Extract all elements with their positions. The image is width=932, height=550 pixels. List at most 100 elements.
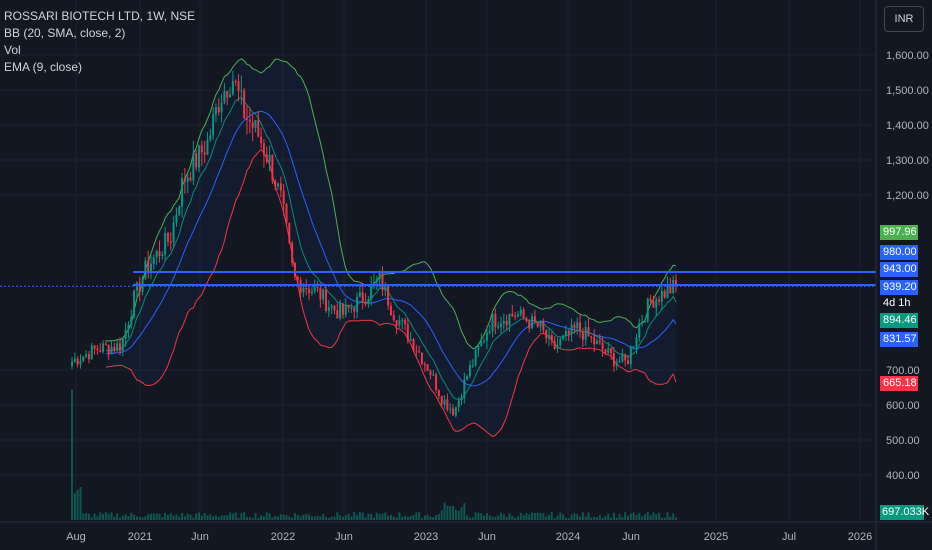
legend-symbol[interactable]: ROSSARI BIOTECH LTD, 1W, NSE <box>4 9 196 23</box>
volume-bar <box>116 513 119 520</box>
candle-body <box>254 120 257 128</box>
candle-body <box>576 322 579 329</box>
volume-bar <box>576 514 579 520</box>
candle-body <box>116 343 119 351</box>
volume-bar <box>392 516 395 520</box>
candle-body <box>76 358 79 365</box>
candle-body <box>457 400 460 408</box>
volume-bar <box>248 517 251 520</box>
volume-bar <box>556 515 559 520</box>
volume-bar <box>158 513 161 520</box>
candle-body <box>113 346 116 351</box>
bb-basis-tag: 831.57 <box>880 332 918 347</box>
bollinger-band-fill <box>105 58 676 437</box>
legend-bb[interactable]: BB (20, SMA, close, 2) <box>4 26 126 40</box>
candle-body <box>483 340 486 342</box>
volume-bar <box>494 516 497 520</box>
candle-body <box>420 352 423 364</box>
x-tick-label: Aug <box>66 531 86 543</box>
volume-bar <box>344 515 347 520</box>
volume-bar <box>646 512 649 520</box>
horizontal-lines[interactable] <box>0 271 876 287</box>
volume-bar <box>514 517 517 520</box>
candle-body <box>147 260 150 273</box>
volume-bar <box>429 516 432 520</box>
volume-bar <box>437 514 440 520</box>
volume-bar <box>107 513 110 520</box>
volume-bar <box>319 516 322 520</box>
volume-bar <box>339 515 342 520</box>
candle-body <box>500 323 502 327</box>
volume-bar <box>440 510 443 520</box>
volume-bar <box>217 516 220 520</box>
volume-bar <box>516 516 519 520</box>
volume-bar <box>550 512 553 520</box>
candle-body <box>610 348 613 354</box>
volume-bar <box>322 514 325 520</box>
candle-body <box>508 313 511 326</box>
candle-body <box>209 135 212 140</box>
volume-bar <box>87 513 90 520</box>
volume-bar <box>401 516 404 520</box>
candle-body <box>291 242 294 264</box>
volume-bar <box>666 512 669 520</box>
candle-body <box>344 305 347 315</box>
candle-body <box>511 313 514 317</box>
bb-lower-tag: 665.18 <box>880 376 918 391</box>
volume-bar <box>110 512 113 520</box>
volume-bar <box>251 517 254 520</box>
legend-vol[interactable]: Vol <box>4 43 21 57</box>
candle-body <box>200 145 203 153</box>
volume-bar <box>627 515 630 520</box>
candle-body <box>316 287 319 289</box>
volume-bar <box>587 512 590 520</box>
volume-bar <box>573 513 576 520</box>
candle-body <box>198 145 200 168</box>
candle-body <box>536 322 539 327</box>
volume-bar <box>658 512 661 520</box>
volume-bar <box>73 493 76 520</box>
currency-button[interactable]: INR <box>884 6 924 32</box>
candle-body <box>107 345 110 355</box>
volume-bar <box>144 516 147 520</box>
bollinger-lower-line <box>105 148 677 437</box>
candle-body <box>618 361 621 363</box>
volume-bar <box>446 505 449 520</box>
volume-bar <box>593 516 596 520</box>
volume-bar <box>288 516 291 520</box>
legend-ema[interactable]: EMA (9, close) <box>4 60 83 74</box>
volume-bar <box>601 517 604 520</box>
volume-bar <box>607 513 610 520</box>
price-axis[interactable]: 1,600.00 1,500.00 1,400.00 1,300.00 1,200.00… <box>875 0 929 550</box>
candle-body <box>652 301 655 308</box>
candle-body <box>553 341 556 349</box>
volume-bar <box>404 515 407 520</box>
volume-bar <box>181 512 184 520</box>
grid <box>0 0 876 522</box>
candle-body <box>449 408 452 410</box>
candle-body <box>248 119 251 123</box>
volume-bar <box>350 516 353 520</box>
volume-bar <box>175 514 178 520</box>
candle-body <box>452 408 455 416</box>
candle-body <box>466 376 469 380</box>
candle-body <box>460 397 463 401</box>
volume-bar <box>198 512 200 520</box>
volume-bar <box>604 515 607 520</box>
candle-body <box>666 286 669 298</box>
volume-bar <box>361 512 364 520</box>
volume-bar <box>93 513 96 520</box>
volume-bar <box>672 513 675 520</box>
candle-body <box>96 348 99 351</box>
candle-body <box>296 276 299 281</box>
volume-bar <box>341 516 344 520</box>
volume-bar <box>525 513 528 520</box>
candle-body <box>277 183 280 187</box>
volume-bar <box>152 513 155 520</box>
y-tick-label: 1,500.00 <box>886 85 929 97</box>
time-axis[interactable]: Aug 2021 Jun 2022 Jun 2023 Jun 2024 Jun 2025 Jul 20… <box>0 521 932 543</box>
volume-bar <box>409 516 412 520</box>
candle-body <box>79 361 82 365</box>
candle-body <box>545 329 548 339</box>
